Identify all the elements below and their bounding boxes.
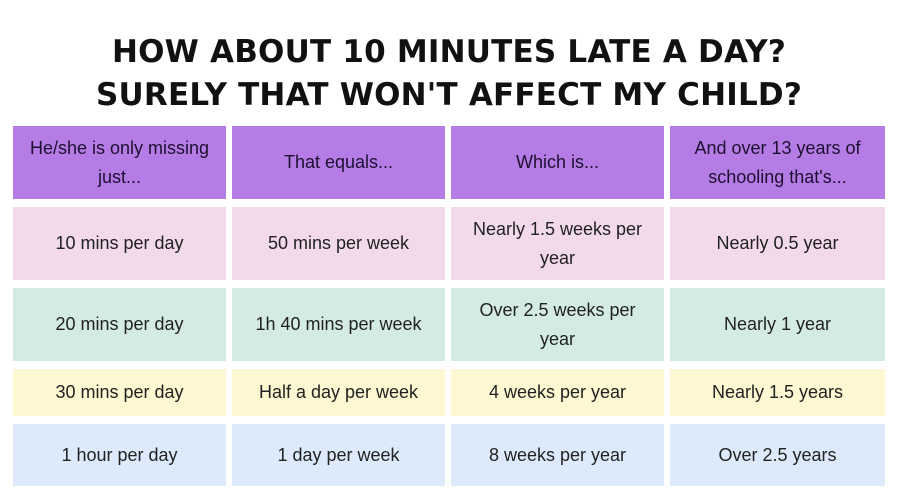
table-cell: 1h 40 mins per week [232,288,445,361]
table-cell: 8 weeks per year [451,424,664,486]
table-cell: 30 mins per day [13,369,226,416]
table-cell: Nearly 1.5 weeks per year [451,207,664,280]
header-cell-missing: He/she is only missing just... [13,126,226,199]
table-cell: Nearly 1.5 years [670,369,885,416]
table-cell: 50 mins per week [232,207,445,280]
table-cell: 1 hour per day [13,424,226,486]
table-cell: Over 2.5 weeks per year [451,288,664,361]
lateness-table: He/she is only missing just... That equa… [13,126,885,486]
table-cell: 20 mins per day [13,288,226,361]
table-cell: Half a day per week [232,369,445,416]
table-cell: Nearly 1 year [670,288,885,361]
title-line-2: SURELY THAT WON'T AFFECT MY CHILD? [95,77,803,113]
page-title: HOW ABOUT 10 MINUTES LATE A DAY? SURELY … [0,31,898,117]
title-line-1: HOW ABOUT 10 MINUTES LATE A DAY? [111,34,787,70]
table-cell: 4 weeks per year [451,369,664,416]
table-cell: 1 day per week [232,424,445,486]
table-cell: 10 mins per day [13,207,226,280]
table-cell: Over 2.5 years [670,424,885,486]
table-cell: Nearly 0.5 year [670,207,885,280]
header-cell-equals: That equals... [232,126,445,199]
header-cell-13-years: And over 13 years of schooling that's... [670,126,885,199]
header-cell-which-is: Which is... [451,126,664,199]
